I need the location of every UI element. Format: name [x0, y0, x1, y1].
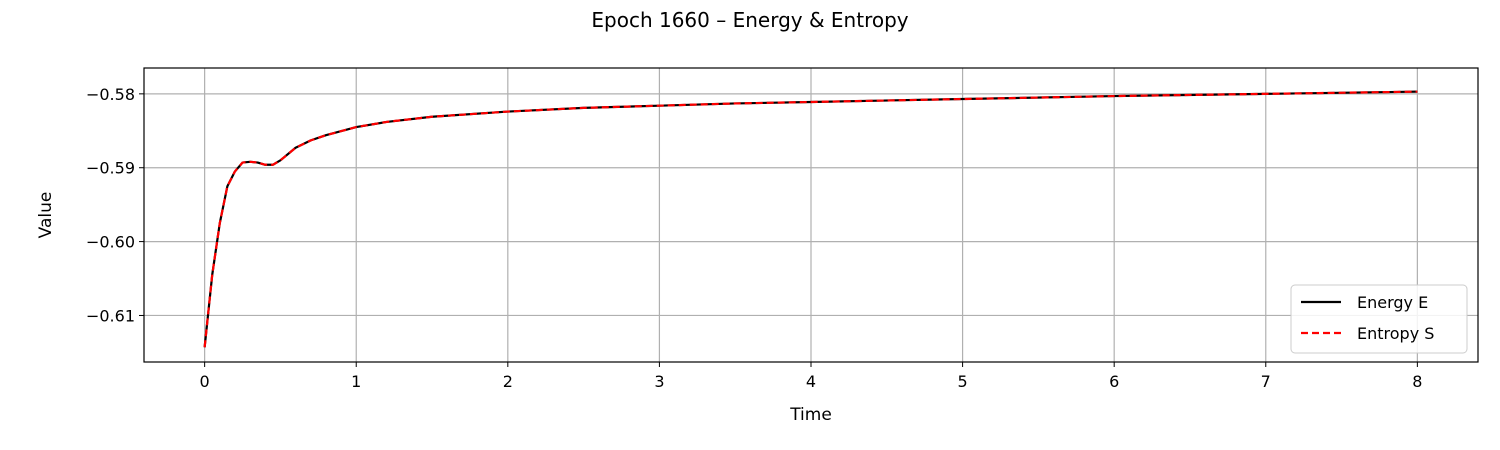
series-line-entropy: [203, 90, 1418, 348]
x-tick-label: 8: [1412, 372, 1422, 391]
y-tick-label: −0.59: [86, 159, 135, 178]
ticks: 0 1 2 3 4 5 6 7 8 −0.61 −0.60 −0.59 −0.58: [86, 85, 1422, 391]
x-tick-label: 4: [806, 372, 816, 391]
series-layer: [203, 90, 1418, 348]
x-tick-label: 0: [200, 372, 210, 391]
y-tick-label: −0.60: [86, 233, 135, 252]
legend-label: Entropy S: [1357, 324, 1434, 343]
y-tick-label: −0.61: [86, 306, 135, 325]
x-axis-label: Time: [789, 405, 832, 425]
legend: Energy E Entropy S: [1290, 284, 1468, 354]
x-tick-label: 7: [1261, 372, 1271, 391]
chart-title: Epoch 1660 – Energy & Entropy: [591, 8, 908, 32]
x-tick-label: 1: [351, 372, 361, 391]
x-tick-label: 2: [503, 372, 513, 391]
grid: [144, 68, 1478, 362]
x-tick-label: 3: [654, 372, 664, 391]
x-tick-label: 6: [1109, 372, 1119, 391]
legend-label: Energy E: [1357, 293, 1428, 312]
y-tick-label: −0.58: [86, 85, 135, 104]
x-tick-label: 5: [957, 372, 967, 391]
y-axis-label: Value: [36, 192, 56, 239]
